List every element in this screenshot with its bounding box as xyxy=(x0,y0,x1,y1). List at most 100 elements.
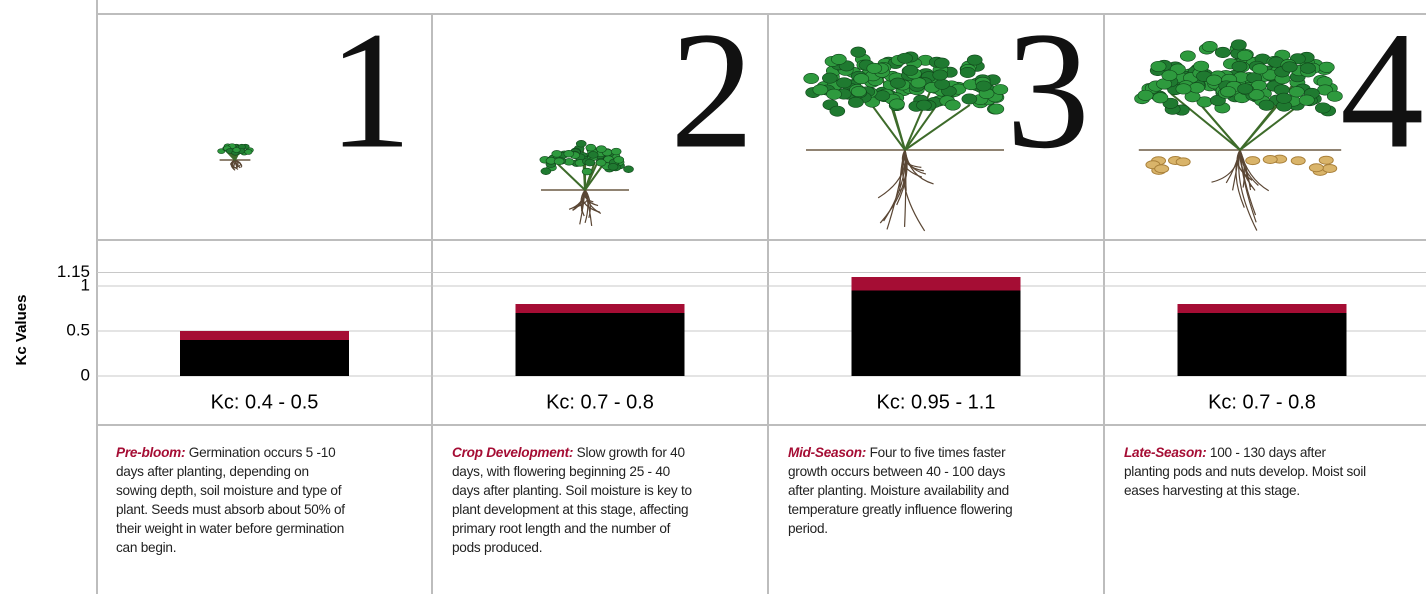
leaf xyxy=(959,67,976,78)
leaf xyxy=(1300,62,1316,74)
bar-low xyxy=(180,340,349,376)
leaf xyxy=(1214,46,1231,58)
y-tick-label: 0 xyxy=(81,365,90,384)
root xyxy=(234,159,242,167)
peanut xyxy=(1318,155,1334,165)
leaf xyxy=(584,158,596,167)
bar-high xyxy=(851,277,1021,291)
peanut xyxy=(1262,155,1278,165)
leaf xyxy=(831,53,847,65)
peanut xyxy=(1308,163,1324,173)
leaf xyxy=(992,84,1009,95)
leaf xyxy=(803,73,819,84)
plant-illustration xyxy=(217,143,254,171)
leaf xyxy=(934,78,950,90)
leaf xyxy=(244,149,253,155)
leaf xyxy=(1281,61,1298,73)
peanut xyxy=(1175,157,1191,167)
leaf xyxy=(866,62,883,74)
stage-title: Pre-bloom: xyxy=(116,445,186,460)
y-axis-label: Kc Values xyxy=(13,295,30,366)
stage-description: Late-Season: 100 - 130 days after planti… xyxy=(1124,443,1374,500)
leaf xyxy=(623,165,634,173)
stage-description: Crop Development: Slow growth for 40 day… xyxy=(452,443,698,557)
peanut xyxy=(1245,156,1261,166)
root xyxy=(1231,149,1241,191)
peanut xyxy=(1290,156,1306,166)
root xyxy=(584,189,589,224)
stage-description: Pre-bloom: Germination occurs 5 -10 days… xyxy=(116,443,348,557)
leaf xyxy=(1188,82,1205,94)
leaf xyxy=(890,77,906,89)
leaf xyxy=(1288,86,1305,98)
plant-illustration xyxy=(1134,39,1343,231)
leaf xyxy=(1193,60,1210,72)
leaf xyxy=(1150,60,1167,72)
leaf xyxy=(1230,39,1247,51)
leaf xyxy=(932,69,949,81)
leaf xyxy=(581,167,593,176)
leaf xyxy=(607,163,619,171)
root xyxy=(1239,149,1257,216)
leaf xyxy=(553,157,565,166)
root xyxy=(231,159,236,168)
leaf xyxy=(587,151,599,159)
leaf xyxy=(540,167,552,175)
peanut xyxy=(1322,163,1338,173)
root xyxy=(1239,149,1252,191)
leaf xyxy=(836,77,852,89)
leaf xyxy=(975,80,992,92)
stage-title: Crop Development: xyxy=(452,445,574,460)
y-tick-label: 1.15 xyxy=(57,262,90,281)
leaf xyxy=(961,93,978,105)
leaf xyxy=(1152,92,1169,104)
bar-high xyxy=(1177,304,1347,313)
leaf xyxy=(1252,63,1268,75)
stage-text: Slow growth for 40 days, with flowering … xyxy=(452,445,692,555)
stage-number: 2 xyxy=(670,0,754,184)
category-label: Kc: 0.7 - 0.8 xyxy=(546,391,654,413)
leaf xyxy=(575,140,587,148)
leaf xyxy=(585,143,597,152)
stage-text: 100 - 130 days after planting pods and n… xyxy=(1124,445,1366,498)
leaf xyxy=(1201,41,1218,53)
leaf xyxy=(1237,83,1254,95)
leaf xyxy=(1236,49,1253,61)
leaf xyxy=(1179,50,1196,62)
leaf xyxy=(945,99,961,111)
y-tick-label: 1 xyxy=(81,275,90,294)
leaf xyxy=(595,159,607,167)
category-label: Kc: 0.4 - 0.5 xyxy=(211,391,319,413)
leaf xyxy=(829,105,846,117)
stem xyxy=(1170,92,1241,151)
stage-number: 1 xyxy=(328,0,412,184)
stage-description: Mid-Season: Four to five times faster gr… xyxy=(788,443,1024,538)
y-tick-label: 0.5 xyxy=(66,320,90,339)
bar-low xyxy=(515,313,685,376)
leaf xyxy=(1318,61,1335,73)
stage-number: 3 xyxy=(1006,0,1090,184)
stage-title: Mid-Season: xyxy=(788,445,867,460)
leaf xyxy=(1175,83,1192,95)
leaf xyxy=(1137,89,1154,101)
stem xyxy=(904,104,971,151)
leaf xyxy=(1231,60,1248,73)
bar-low xyxy=(1177,313,1347,376)
plant-illustration xyxy=(539,140,634,226)
leaf xyxy=(613,156,625,164)
leaf xyxy=(988,103,1005,115)
leaf xyxy=(1206,74,1222,86)
leaf xyxy=(1248,89,1265,101)
category-label: Kc: 0.95 - 1.1 xyxy=(877,391,996,413)
leaf xyxy=(596,145,607,153)
leaf xyxy=(1276,92,1292,104)
leaf xyxy=(1258,99,1275,111)
stage-title: Late-Season: xyxy=(1124,445,1207,460)
peanut xyxy=(1154,164,1170,174)
bar-high xyxy=(180,331,349,340)
leaf xyxy=(1161,69,1178,81)
stage-text: Germination occurs 5 -10 days after plan… xyxy=(116,445,345,555)
leaf xyxy=(1326,90,1343,102)
plant-illustration xyxy=(803,46,1009,232)
